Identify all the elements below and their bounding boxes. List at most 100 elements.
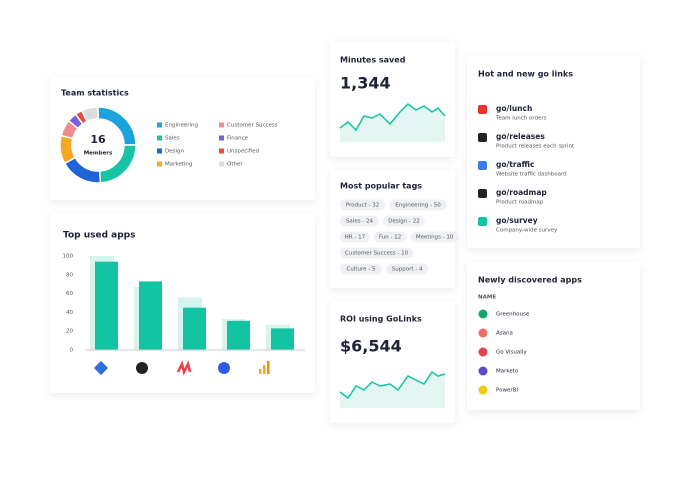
link-name: go/survey: [496, 216, 538, 225]
sparkline-area: [340, 104, 445, 142]
legend-label: Other: [227, 162, 243, 168]
sparkline-area: [340, 372, 445, 408]
link-name: go/traffic: [496, 160, 534, 169]
app-name: Greenhouse: [496, 312, 530, 318]
y-tick-label: 100: [63, 254, 74, 260]
tag-chip: [340, 199, 386, 211]
tag-label: Culture - 5: [347, 267, 377, 273]
link-icon: [478, 105, 487, 114]
legend-swatch: [157, 135, 162, 141]
big-number: $6,544: [340, 337, 402, 356]
tag-chip: [340, 247, 414, 259]
center-label: Members: [84, 151, 113, 157]
link-icon: [478, 133, 487, 142]
icon: [218, 362, 230, 374]
legend-swatch: [157, 148, 162, 154]
link-description: Website traffic dashboard: [496, 172, 567, 178]
link-name: go/releases: [496, 132, 545, 141]
app-icon: [478, 347, 488, 357]
link-name: go/roadmap: [496, 188, 547, 197]
tag-label: Sales - 24: [346, 219, 374, 225]
donut-segment: [59, 134, 77, 165]
link-icon: [478, 217, 487, 226]
legend-label: Finance: [227, 136, 249, 142]
tag-chip: [386, 263, 429, 275]
tag-chip: [340, 263, 383, 275]
icon: [267, 361, 270, 374]
legend-label: Marketing: [165, 162, 192, 168]
tag-label: Customer Success - 10: [345, 251, 409, 257]
bar: [139, 281, 162, 350]
link-icon: [478, 189, 487, 198]
icon: [93, 360, 109, 376]
y-tick-label: 0: [70, 348, 74, 354]
tag-chip: [389, 199, 447, 211]
card-title: Minutes saved: [340, 56, 406, 65]
donut-segment: [80, 106, 99, 123]
tag-label: HR - 17: [345, 235, 366, 241]
icon: [259, 369, 262, 374]
tag-label: Fun - 12: [379, 235, 401, 241]
link-description: Company-wide survey: [496, 228, 558, 234]
tag-chip: [373, 231, 407, 243]
card-title: Hot and new go links: [478, 70, 573, 79]
link-description: Product releases each sprint: [496, 144, 575, 150]
center-value: 16: [90, 133, 106, 146]
tag-label: Engineering - 50: [395, 203, 441, 209]
bar: [183, 307, 206, 350]
big-number: 1,344: [340, 74, 391, 93]
app-icons: [93, 360, 270, 376]
tag-chip: [340, 231, 370, 243]
legend-label: Engineering: [165, 123, 198, 129]
legend-swatch: [157, 122, 162, 128]
tag-label: Support - 4: [392, 267, 423, 273]
card: [467, 262, 640, 410]
card-title: Top used apps: [63, 231, 135, 241]
tag-chip: [410, 231, 459, 243]
app-name: Go Visually: [496, 350, 527, 356]
legend-label: Design: [165, 149, 185, 155]
app-icon: [478, 366, 488, 376]
card: [467, 55, 640, 248]
legend-swatch: [219, 122, 224, 128]
y-tick-label: 80: [66, 272, 73, 278]
sparkline: [339, 103, 446, 132]
tag-chip: [383, 215, 426, 227]
bar: [95, 261, 118, 350]
y-tick-label: 20: [66, 329, 73, 335]
legend-label: Unspecified: [227, 149, 259, 155]
app-icon: [478, 309, 488, 319]
column-header: NAME: [478, 295, 496, 301]
link-description: Team lunch orders: [495, 116, 547, 122]
y-tick-label: 40: [66, 310, 73, 316]
app-icon: [478, 385, 488, 395]
link-name: go/lunch: [496, 104, 532, 113]
bar: [227, 320, 250, 350]
app-name: PowerBI: [496, 388, 518, 394]
tag-label: Product - 32: [346, 203, 379, 209]
y-tick-label: 60: [66, 291, 73, 297]
card-title: Newly discovered apps: [478, 276, 582, 285]
card-title: ROI using GoLinks: [340, 315, 422, 324]
app-name: Marketo: [496, 369, 519, 375]
card-title: Team statistics: [61, 89, 129, 98]
legend-swatch: [157, 161, 162, 167]
icon: [263, 365, 266, 374]
link-description: Product roadmap: [496, 200, 544, 206]
legend-swatch: [219, 148, 224, 154]
legend-label: Sales: [165, 136, 180, 142]
tag-chip: [340, 215, 379, 227]
bar: [271, 328, 294, 350]
tag-label: Meetings - 10: [416, 235, 454, 241]
tag-label: Design - 22: [388, 219, 419, 225]
legend-swatch: [219, 161, 224, 167]
legend-swatch: [219, 135, 224, 141]
card-title: Most popular tags: [340, 182, 422, 191]
icon: [176, 360, 192, 376]
icon: [136, 362, 148, 374]
link-icon: [478, 161, 487, 170]
app-name: Asana: [496, 331, 513, 337]
app-icon: [478, 328, 488, 338]
